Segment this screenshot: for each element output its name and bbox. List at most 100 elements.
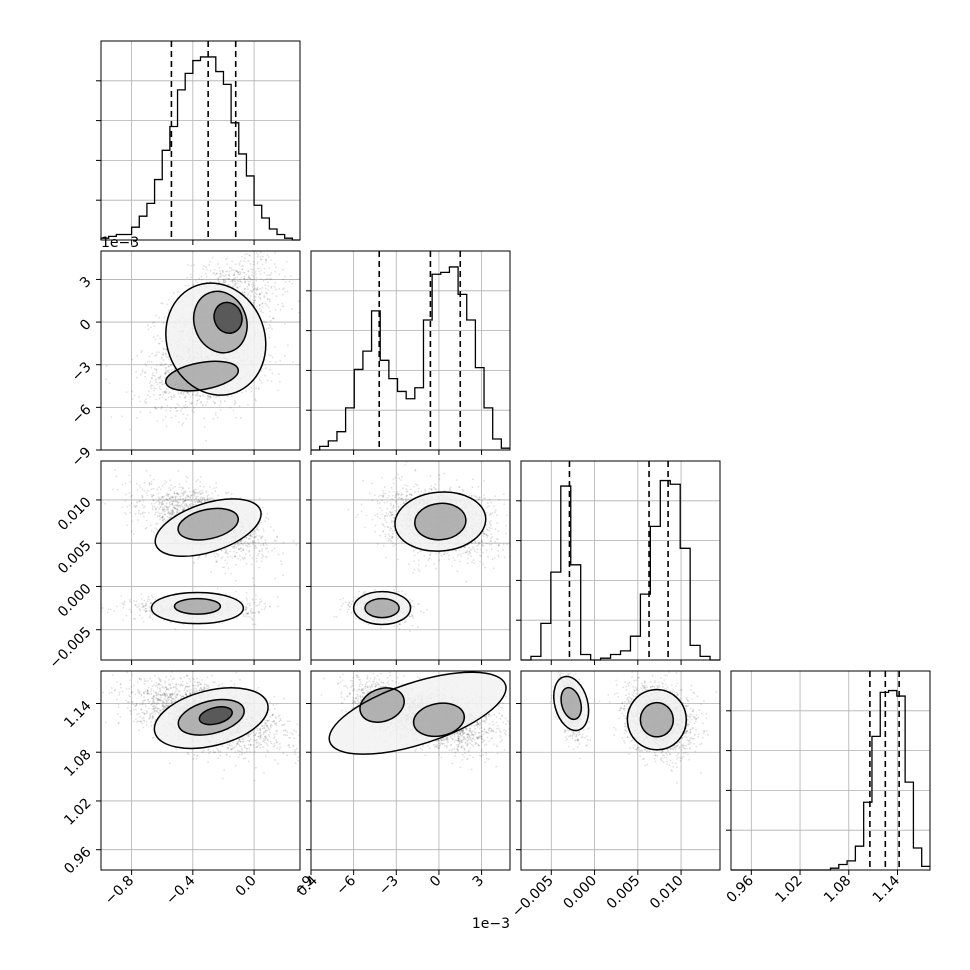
sample-point <box>155 378 158 380</box>
sample-point <box>254 292 257 295</box>
sample-point <box>240 542 243 545</box>
sample-point <box>242 613 245 616</box>
sample-point <box>136 489 139 491</box>
sample-point <box>204 272 207 275</box>
sample-point <box>228 267 231 269</box>
sample-point <box>260 291 263 294</box>
sample-point <box>263 296 266 299</box>
sample-point <box>237 273 240 276</box>
sample-point <box>260 537 263 540</box>
sample-point <box>251 535 254 537</box>
sample-point <box>230 269 233 272</box>
sample-point <box>166 506 168 508</box>
panel-background <box>101 41 300 240</box>
sample-point <box>176 510 179 513</box>
sample-point <box>252 618 254 621</box>
sample-point <box>234 546 236 548</box>
sample-point <box>177 392 180 395</box>
sample-point <box>231 260 234 263</box>
sample-point <box>161 503 164 505</box>
sample-point <box>180 492 183 495</box>
sample-point <box>145 607 148 610</box>
contour-line <box>213 301 243 334</box>
sample-point <box>275 246 277 248</box>
sample-point <box>259 298 262 300</box>
sample-point <box>168 513 171 516</box>
sample-point <box>252 577 254 580</box>
sample-point <box>208 398 211 401</box>
sample-point <box>165 363 167 366</box>
sample-point <box>239 272 242 274</box>
sample-point <box>148 482 151 485</box>
sample-point <box>177 493 180 496</box>
sample-point <box>170 511 173 514</box>
sample-point <box>267 285 270 287</box>
sample-point <box>261 553 264 556</box>
sample-point <box>175 504 178 507</box>
sample-point <box>139 486 142 489</box>
sample-point <box>162 383 164 385</box>
sample-point <box>120 595 123 597</box>
sample-point <box>158 385 161 388</box>
sample-point <box>244 280 247 283</box>
grid-lines <box>306 251 510 455</box>
sample-point <box>185 503 188 506</box>
sample-point <box>131 358 134 361</box>
sample-point <box>209 486 212 488</box>
sample-point <box>239 555 241 557</box>
sample-point <box>172 506 175 509</box>
sample-point <box>287 344 289 347</box>
sample-point <box>155 351 158 353</box>
sample-point <box>217 494 220 497</box>
sample-point <box>123 511 126 514</box>
sample-point <box>277 244 279 246</box>
sample-point <box>165 498 168 500</box>
pair-panel-1-0 <box>96 244 301 455</box>
sample-point <box>172 394 175 397</box>
sample-point <box>174 507 177 510</box>
sample-point <box>271 317 274 320</box>
sample-point <box>198 556 201 559</box>
sample-point <box>230 572 233 575</box>
sample-point <box>183 490 186 493</box>
panel-frame <box>520 460 721 661</box>
sample-point <box>254 530 256 533</box>
sample-point <box>158 397 161 400</box>
sample-point <box>240 550 243 553</box>
hist-panel-0 <box>96 40 301 245</box>
sample-point <box>136 500 139 503</box>
sample-point <box>144 363 147 365</box>
sample-point <box>282 541 285 544</box>
sample-point <box>241 291 244 294</box>
sample-point <box>274 577 276 580</box>
sample-point <box>245 536 248 539</box>
sample-point <box>171 509 174 512</box>
sample-point <box>150 326 152 329</box>
sample-point <box>258 307 261 310</box>
sample-point <box>139 411 142 413</box>
sample-point <box>166 508 169 511</box>
sample-point <box>180 392 183 395</box>
sample-point <box>166 369 169 372</box>
sample-point <box>233 283 236 286</box>
sample-point <box>252 299 255 302</box>
sample-point <box>222 274 225 277</box>
sample-point <box>160 364 163 367</box>
sample-point <box>261 535 264 538</box>
sample-point <box>247 277 250 279</box>
sample-point <box>257 611 260 614</box>
sample-point <box>249 534 252 537</box>
sample-point <box>175 410 178 413</box>
sample-point <box>143 489 146 492</box>
sample-point <box>168 487 170 489</box>
sample-point <box>163 391 166 394</box>
sample-point <box>289 275 292 277</box>
sample-point <box>162 352 165 354</box>
sample-point <box>254 623 257 626</box>
sample-point <box>146 361 149 363</box>
sample-point <box>230 280 232 283</box>
sample-point <box>172 396 175 399</box>
sample-point <box>249 545 251 547</box>
sample-point <box>197 500 199 503</box>
sample-point <box>152 494 154 497</box>
